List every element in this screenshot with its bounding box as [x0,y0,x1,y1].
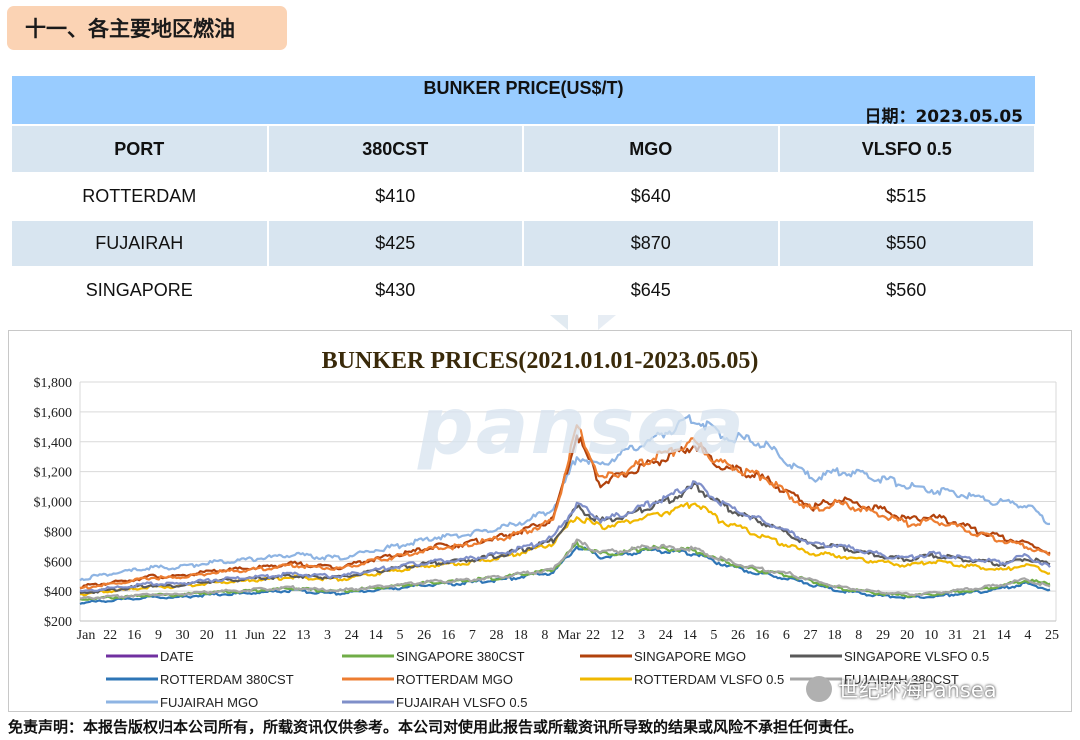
legend-label: ROTTERDAM VLSFO 0.5 [634,672,784,687]
x-tick-label: 21 [973,628,987,643]
x-tick-label: 14 [369,628,383,643]
cell-vlsfo: $560 [778,267,1035,315]
x-tick-label: 5 [710,628,717,643]
x-tick-label: 20 [900,628,914,643]
y-tick-label: $1,400 [34,436,73,451]
x-tick-label: 13 [296,628,310,643]
legend-label: SINGAPORE 380CST [396,649,525,664]
legend-label: FUJAIRAH 380CST [844,672,959,687]
legend-label: FUJAIRAH MGO [160,695,258,710]
y-tick-label: $1,600 [34,406,73,421]
cell-port: SINGAPORE [12,267,269,315]
x-tick-label: 8 [855,628,862,643]
x-tick-label: 16 [127,628,141,643]
y-tick-label: $1,000 [34,496,73,511]
disclaimer-text: 免责声明：本报告版权归本公司所有，所载资讯仅供参考。本公司对使用此报告或所载资讯… [8,718,864,736]
x-tick-label: Mar [557,628,581,643]
cell-port: FUJAIRAH [12,220,269,268]
table-row: ROTTERDAM $410 $640 $515 [12,173,1035,221]
x-tick-label: 24 [345,628,359,643]
x-tick-label: 22 [586,628,600,643]
y-tick-label: $400 [44,585,72,600]
x-tick-label: Jun [245,628,264,643]
col-header-mgo: MGO [523,126,780,174]
x-tick-label: 16 [441,628,455,643]
legend-label: ROTTERDAM MGO [396,672,513,687]
x-tick-label: 29 [876,628,890,643]
series-line-fujairah-vlsfo-0-5 [79,480,1051,593]
section-title: 十一、各主要地区燃油 [7,6,287,50]
bunker-prices-chart: BUNKER PRICES(2021.01.01-2023.05.05) $20… [34,348,1060,710]
x-tick-label: 5 [396,628,403,643]
series-line-fujairah-380cst [79,538,1051,601]
table-title: BUNKER PRICE(US$/T) [423,78,624,98]
wechat-icon [806,676,832,702]
col-header-vlsfo: VLSFO 0.5 [778,126,1034,174]
cell-380cst: $430 [267,267,524,315]
x-tick-label: 22 [272,628,286,643]
chart-title: BUNKER PRICES(2021.01.01-2023.05.05) [322,348,759,374]
y-tick-label: $200 [44,615,72,630]
table-date: 日期：2023.05.05 [864,107,1023,127]
legend-label: FUJAIRAH VLSFO 0.5 [396,695,527,710]
legend-label: SINGAPORE MGO [634,649,746,664]
section-title-text: 十一、各主要地区燃油 [25,17,235,41]
bunker-price-table: BUNKER PRICE(US$/T) 日期：2023.05.05 PORT 3… [12,76,1035,315]
price-table: PORT 380CST MGO VLSFO 0.5 ROTTERDAM $410… [12,126,1035,315]
cell-380cst: $425 [267,220,524,268]
x-tick-label: 8 [541,628,548,643]
cell-mgo: $645 [523,267,780,315]
cell-mgo: $870 [523,220,780,268]
legend-label: DATE [160,649,194,664]
cell-port: ROTTERDAM [12,173,269,221]
wechat-account-label: 世纪环海Pansea [838,678,997,702]
x-tick-label: 27 [804,628,818,643]
series-line-fujairah-mgo [79,414,1051,582]
x-tick-label: 25 [1045,628,1059,643]
x-tick-label: 6 [783,628,790,643]
x-tick-label: 31 [948,628,962,643]
x-tick-label: 14 [683,628,697,643]
table-row: FUJAIRAH $425 $870 $550 [12,220,1035,268]
table-header-row: PORT 380CST MGO VLSFO 0.5 [12,126,1034,174]
col-header-380cst: 380CST [267,126,524,174]
x-tick-label: 12 [610,628,624,643]
series-line-rotterdam-mgo [79,424,1051,590]
x-tick-label: 18 [828,628,842,643]
table-header-bar: BUNKER PRICE(US$/T) 日期：2023.05.05 [12,76,1035,127]
x-tick-label: 14 [997,628,1011,643]
wechat-account-badge: 世纪环海Pansea [806,674,997,704]
x-tick-label: 9 [155,628,162,643]
table-row: SINGAPORE $430 $645 $560 [12,267,1035,315]
col-header-port: PORT [12,126,269,174]
cell-vlsfo: $550 [778,220,1035,268]
x-tick-label: 24 [659,628,673,643]
chart-frame [8,330,1072,712]
legend-label: ROTTERDAM 380CST [160,672,294,687]
cell-mgo: $640 [523,173,780,221]
cell-380cst: $410 [267,173,524,221]
x-tick-label: 26 [417,628,431,643]
x-tick-label: Jan [77,628,96,643]
x-tick-label: 4 [1024,628,1031,643]
y-tick-label: $1,200 [34,466,73,481]
legend-label: SINGAPORE VLSFO 0.5 [844,649,989,664]
x-tick-label: 3 [324,628,331,643]
y-tick-label: $800 [44,525,72,540]
x-tick-label: 22 [103,628,117,643]
x-tick-label: 28 [490,628,504,643]
x-tick-label: 26 [731,628,745,643]
x-tick-label: 11 [224,628,237,643]
cell-vlsfo: $515 [778,173,1035,221]
x-tick-label: 20 [200,628,214,643]
x-tick-label: 18 [514,628,528,643]
x-tick-label: 3 [638,628,645,643]
y-tick-label: $1,800 [34,376,73,391]
x-tick-label: 30 [176,628,190,643]
x-tick-label: 10 [924,628,938,643]
x-tick-label: 7 [469,628,476,643]
pansea-watermark-text: pansea [418,382,746,472]
x-tick-label: 16 [755,628,769,643]
y-tick-label: $600 [44,555,72,570]
